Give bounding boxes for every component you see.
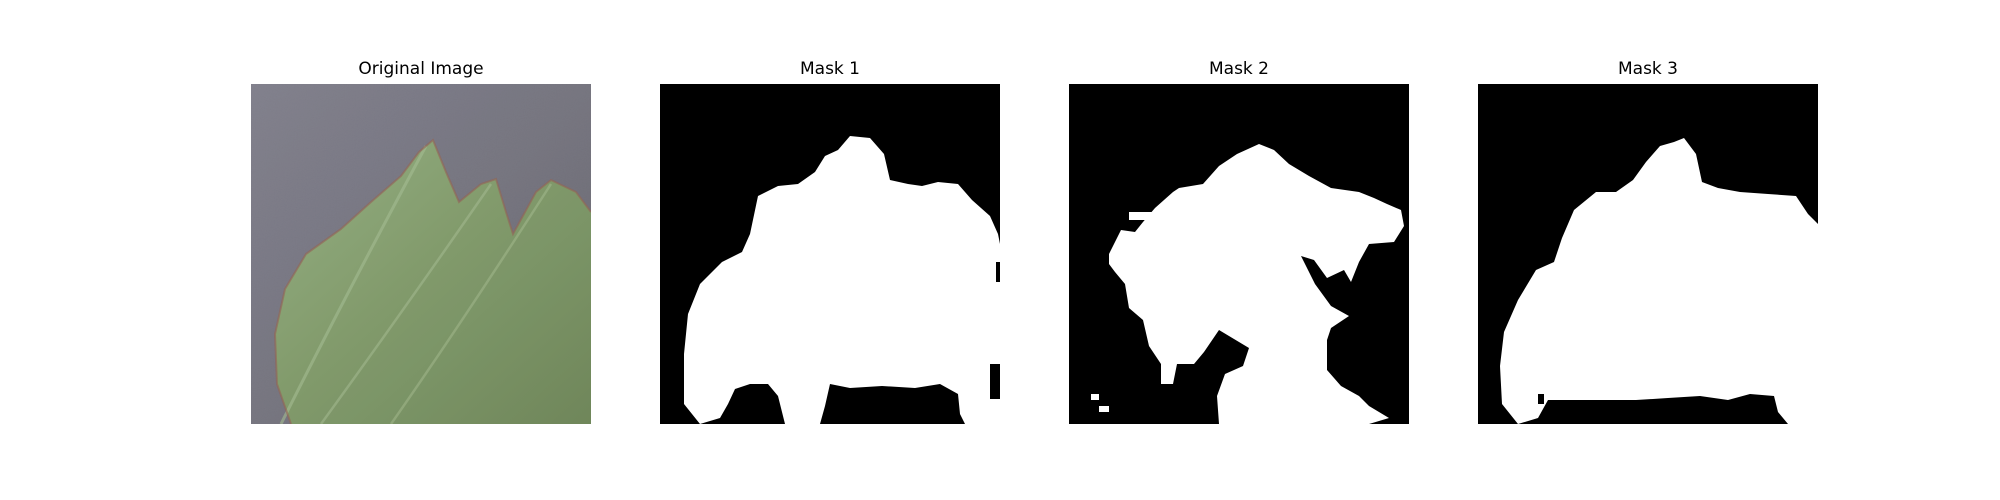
mask-region xyxy=(1109,144,1404,424)
mask-1-image xyxy=(660,84,1000,424)
panel-title: Mask 1 xyxy=(799,59,860,79)
mask-2-image xyxy=(1069,84,1409,424)
mask-region xyxy=(1500,138,1818,424)
panel-mask-1: Mask 1 xyxy=(660,0,1000,500)
panel-mask-3: Mask 3 xyxy=(1478,0,1818,500)
mask-3-image xyxy=(1478,84,1818,424)
original-image xyxy=(251,84,591,424)
panel-original: Original Image xyxy=(251,0,591,500)
panel-mask-2: Mask 2 xyxy=(1069,0,1409,500)
panel-title: Original Image xyxy=(358,59,484,79)
panel-title: Mask 3 xyxy=(1617,59,1678,79)
mask-region xyxy=(684,136,1000,424)
panel-title: Mask 2 xyxy=(1208,59,1269,79)
